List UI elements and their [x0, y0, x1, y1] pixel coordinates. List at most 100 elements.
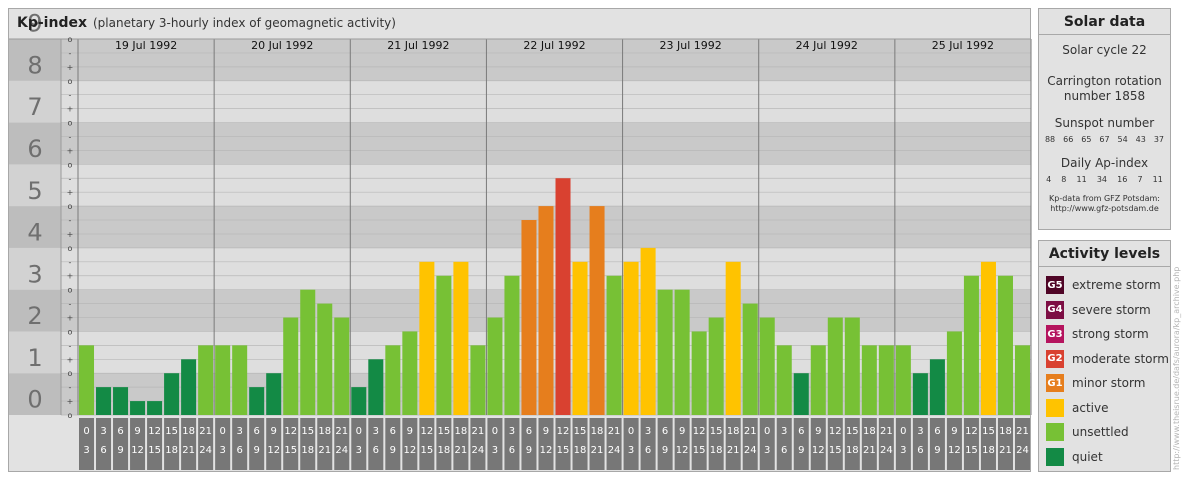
sunspot-values: 88 66 65 67 54 43 37 [1039, 135, 1170, 144]
interval-end: 24 [1016, 445, 1029, 456]
interval-box [249, 418, 265, 470]
kp-bar [351, 387, 367, 415]
thirds-marker: o [68, 369, 73, 378]
interval-end: 21 [591, 445, 604, 456]
interval-end: 3 [628, 445, 634, 456]
interval-end: 21 [318, 445, 331, 456]
thirds-marker: - [69, 341, 72, 350]
thirds-marker: - [69, 132, 72, 141]
title-text: Kp-index [17, 15, 87, 31]
y-tick-label: 0 [27, 386, 42, 414]
legend-swatch: G2 [1046, 349, 1064, 368]
legend-item-g2: G2 moderate storm [1046, 349, 1169, 369]
kp-bar [572, 261, 588, 415]
interval-end: 3 [900, 445, 906, 456]
ap-value: 4 [1046, 175, 1052, 184]
interval-end: 12 [812, 445, 825, 456]
sunspot-value: 67 [1099, 135, 1110, 144]
interval-start: 9 [134, 426, 140, 437]
interval-box [623, 418, 639, 470]
interval-end: 12 [948, 445, 961, 456]
chart-title: Kp-index (planetary 3-hourly index of geo… [17, 15, 396, 31]
kp-bar [606, 275, 622, 415]
interval-box [266, 418, 282, 470]
carrington-number: number 1858 [1063, 89, 1146, 103]
legend-label: strong storm [1072, 327, 1149, 341]
interval-box [385, 418, 401, 470]
gfz-link[interactable]: http://www.gfz-potsdam.de [1050, 204, 1159, 213]
day-label: 23 Jul 1992 [660, 39, 722, 52]
interval-box [368, 418, 384, 470]
kp-chart: 19 Jul 1992 20 Jul 1992 21 Jul 1992 22 Jul … [9, 10, 1032, 470]
interval-end: 24 [335, 445, 348, 456]
interval-start: 6 [526, 426, 532, 437]
interval-end: 24 [472, 445, 485, 456]
source-credit: http://www.theisrue.de/dafs/aurora/kp_ar… [1172, 266, 1181, 470]
interval-box [980, 418, 996, 470]
sunspot-value: 88 [1044, 135, 1056, 144]
kp-band [9, 122, 1031, 165]
interval-end: 3 [83, 445, 89, 456]
kp-band [9, 206, 1031, 248]
thirds-marker: + [67, 397, 74, 406]
ap-value: 8 [1061, 175, 1067, 184]
interval-start: 6 [662, 426, 668, 437]
kp-bar [317, 303, 333, 415]
interval-start: 6 [390, 426, 396, 437]
kp-bar [878, 345, 894, 415]
interval-start: 0 [356, 426, 362, 437]
kp-bar [300, 289, 316, 415]
interval-box [402, 418, 418, 470]
thirds-marker: - [69, 174, 72, 183]
interval-start: 9 [951, 426, 957, 437]
y-label-band [9, 247, 61, 290]
kp-bar [504, 275, 520, 415]
interval-end: 24 [608, 445, 621, 456]
thirds-marker: + [67, 230, 74, 239]
y-label-band [9, 80, 61, 123]
interval-end: 21 [999, 445, 1012, 456]
interval-start: 21 [608, 426, 621, 437]
thirds-marker: - [69, 300, 72, 309]
kp-bar [555, 178, 571, 415]
interval-end: 18 [438, 445, 451, 456]
interval-start: 18 [182, 426, 195, 437]
sunspot-value: 37 [1153, 135, 1164, 144]
thirds-marker: - [69, 49, 72, 58]
kp-bar [334, 317, 350, 415]
legend-label: moderate storm [1072, 351, 1169, 366]
interval-end: 21 [727, 445, 740, 456]
kp-bar [691, 331, 707, 415]
y-label-band [9, 289, 61, 332]
interval-start: 12 [557, 426, 570, 437]
thirds-marker: o [68, 119, 73, 128]
interval-start: 3 [917, 426, 923, 437]
kp-bar [963, 275, 979, 415]
interval-box [1014, 418, 1030, 470]
interval-start: 21 [199, 426, 212, 437]
legend-item-g5: G5 extreme storm [1046, 275, 1161, 295]
kp-bar [844, 317, 860, 415]
interval-end: 9 [798, 445, 804, 456]
interval-start: 12 [965, 426, 978, 437]
legend-swatch [1046, 398, 1064, 417]
interval-start: 9 [679, 426, 685, 437]
interval-box [470, 418, 486, 470]
ap-value: 11 [1076, 175, 1087, 184]
interval-start: 18 [455, 426, 468, 437]
interval-end: 9 [117, 445, 123, 456]
y-label-band [9, 373, 61, 415]
interval-end: 3 [492, 445, 498, 456]
legend-label: severe storm [1072, 302, 1151, 317]
gfz-credit-line: Kp-data from GFZ Potsdam: [1049, 194, 1160, 203]
interval-end: 9 [662, 445, 668, 456]
y-tick-label: 9 [27, 10, 42, 38]
kp-bar [249, 387, 265, 415]
interval-start: 21 [744, 426, 757, 437]
interval-start: 15 [165, 426, 178, 437]
legend-item-g3: G3 strong storm [1046, 324, 1149, 344]
thirds-marker: + [67, 314, 74, 323]
y-label-band [9, 331, 61, 374]
interval-end: 9 [390, 445, 396, 456]
solar-cycle: Solar cycle 22 [1062, 43, 1147, 57]
